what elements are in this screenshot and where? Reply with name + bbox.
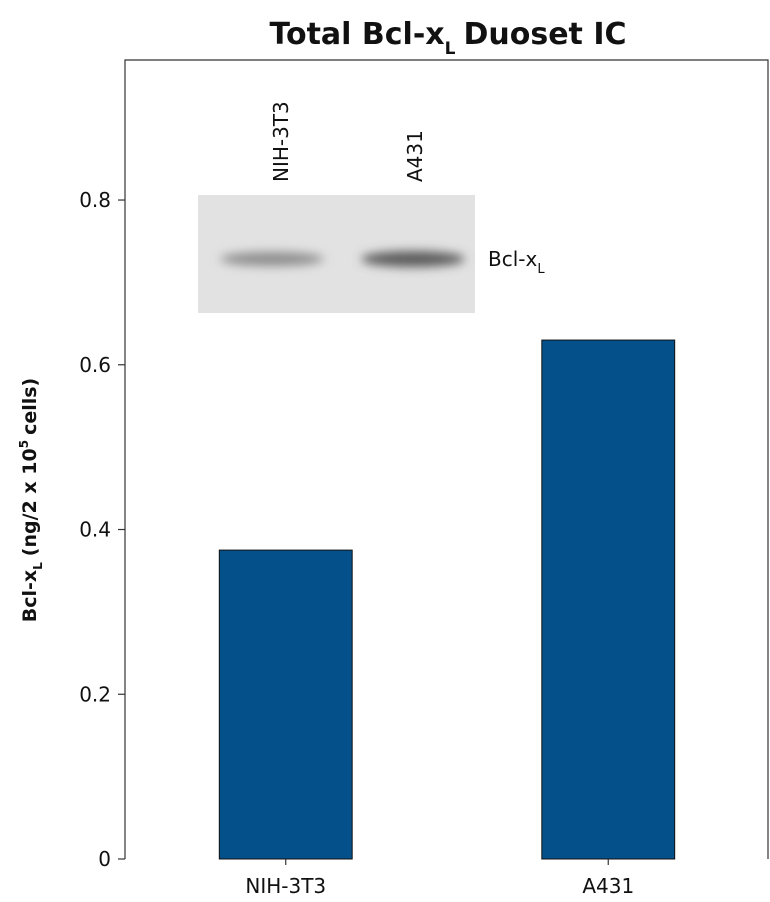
y-tick-label: 0.8 xyxy=(79,188,111,212)
y-axis-label: Bcl-xL (ng/2 x 105 cells) xyxy=(17,378,45,623)
inset-blot: NIH-3T3 A431 Bcl-xL xyxy=(198,101,545,313)
band-label-text: Bcl-x xyxy=(488,247,537,271)
plot-frame xyxy=(124,59,769,859)
title-subscript: L xyxy=(445,39,456,59)
bar xyxy=(218,549,353,860)
bar xyxy=(541,339,676,860)
y-label-superscript: 5 xyxy=(17,440,31,448)
y-tick-label: 0.4 xyxy=(79,518,111,542)
x-tick-label: NIH-3T3 xyxy=(245,874,326,898)
chart-title: Total Bcl-xL Duoset IC xyxy=(269,17,626,59)
y-tick-label: 0.2 xyxy=(79,682,111,706)
blot-band xyxy=(361,251,465,267)
lane-label: A431 xyxy=(403,130,427,182)
band-label: Bcl-xL xyxy=(488,247,545,277)
y-tick-label: 0.6 xyxy=(79,353,111,377)
blot-band xyxy=(220,252,324,266)
band-label-subscript: L xyxy=(537,262,545,277)
y-label-text: Bcl-x xyxy=(19,570,41,622)
y-label-text: cells) xyxy=(19,378,41,435)
y-tick-label: 0 xyxy=(98,847,111,871)
title-text: Total Bcl-x xyxy=(269,17,444,52)
title-text: Duoset IC xyxy=(463,17,626,52)
y-label-subscript: L xyxy=(31,562,45,570)
lane-label: NIH-3T3 xyxy=(269,101,293,182)
y-label-text: (ng/2 x 10 xyxy=(19,448,41,556)
x-tick-label: A431 xyxy=(582,874,634,898)
